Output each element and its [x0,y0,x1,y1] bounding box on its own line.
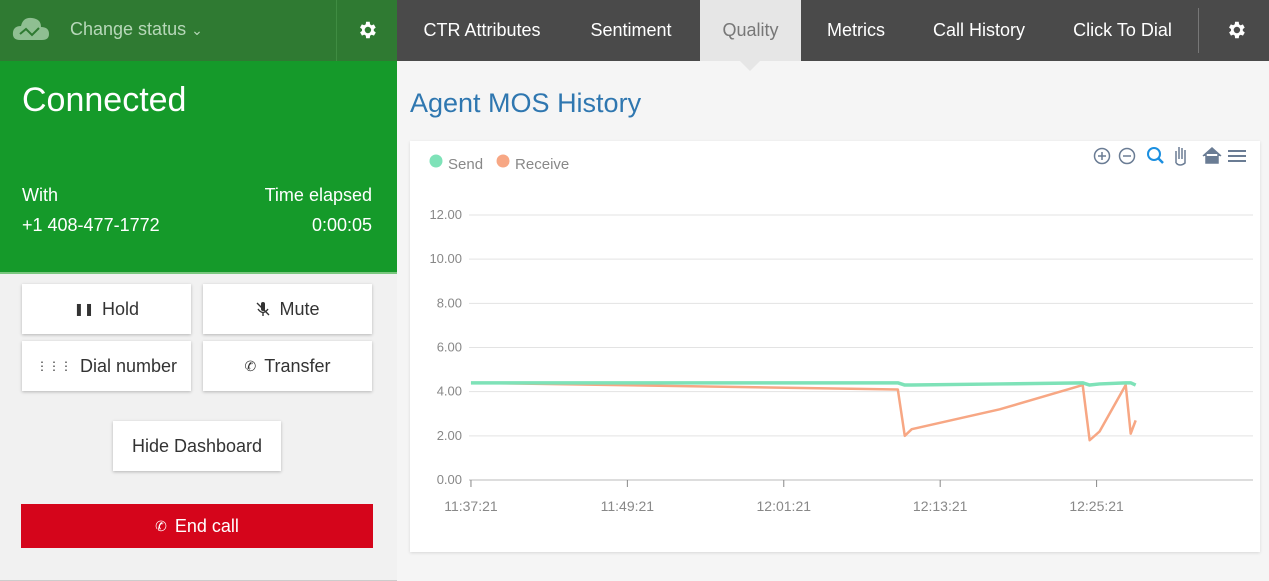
zoom-in[interactable] [1093,147,1111,165]
legend-label: Receive [515,156,569,173]
dial-button[interactable]: ⋮⋮⋮ Dial number [22,341,191,391]
tab[interactable]: CTR Attributes [423,20,541,40]
y-tick-label: 4.00 [437,384,462,399]
y-tick-label: 10.00 [429,251,462,266]
y-tick-label: 2.00 [437,428,462,443]
y-tick-label: 8.00 [437,295,462,310]
transfer-button[interactable]: ✆ Transfer [203,341,372,391]
tab-bar [397,0,1269,61]
tab[interactable]: Call History [932,20,1025,40]
toolbar [1093,146,1246,166]
status-bar: Change status ⌄ [0,0,336,61]
phone-number: +1 408-477-1772 [22,215,160,235]
mute-icon [256,302,270,316]
settings-left[interactable] [336,0,397,61]
gear-icon[interactable] [1225,19,1247,41]
status-text: Change status [70,19,187,39]
tab[interactable]: Sentiment [590,20,672,40]
button-label: Dial number [79,355,178,376]
chart-title: Agent MOS History [410,88,642,118]
zoom-out[interactable] [1118,147,1136,165]
x-tick-label: 12:13:21 [913,498,968,514]
gear-icon [360,21,376,39]
with-label: With [22,185,58,205]
dashboard-button[interactable]: Hide Dashboard [113,421,281,471]
call-panel: Connected With Time elapsed +1 408-477-1… [0,61,397,274]
reset[interactable] [1202,146,1222,164]
series-line [470,381,1137,387]
divider [1198,8,1199,53]
chart: 0.00 2.00 4.00 6.00 8.00 10.00 12.00 11:37:21 11… [429,146,1253,514]
button-label: Hide Dashboard [131,435,263,456]
y-tick-label: 0.00 [437,472,462,487]
tab-pointer [740,61,760,71]
button-label: End call [174,515,239,536]
tab[interactable]: Quality [700,0,801,61]
elapsed-label: Time elapsed [264,185,372,205]
x-tick-label: 12:25:21 [1069,498,1124,514]
tab[interactable]: Metrics [827,20,885,40]
legend-label: Send [448,156,483,173]
chart-card: 0.00 2.00 4.00 6.00 8.00 10.00 12.00 11:37:21 11… [410,141,1260,552]
menu[interactable] [1228,150,1246,162]
x-tick-label: 11:49:21 [601,498,655,514]
mute-button[interactable]: Mute [203,284,372,334]
logo [12,17,49,40]
button-label: Mute [279,298,320,319]
zoom[interactable] [1147,147,1161,161]
series-line [470,381,1137,442]
button-label: Transfer [264,355,331,376]
legend-marker [429,154,443,168]
legend-marker [496,154,510,168]
hold-button[interactable]: ❚❚ Hold [22,284,191,334]
elapsed-time: 0:00:05 [311,215,372,235]
end-call-button[interactable]: ✆ End call [21,504,373,548]
status-dropdown[interactable]: Change status ⌄ [70,19,203,39]
y-tick-label: 12.00 [429,207,462,222]
button-label: Hold [102,298,140,319]
call-state: Connected [22,81,187,119]
tab[interactable]: Click To Dial [1073,20,1172,40]
y-tick-label: 6.00 [437,340,462,355]
x-tick-label: 11:37:21 [444,498,498,514]
x-tick-label: 12:01:21 [757,498,812,514]
pan[interactable] [1175,147,1186,166]
